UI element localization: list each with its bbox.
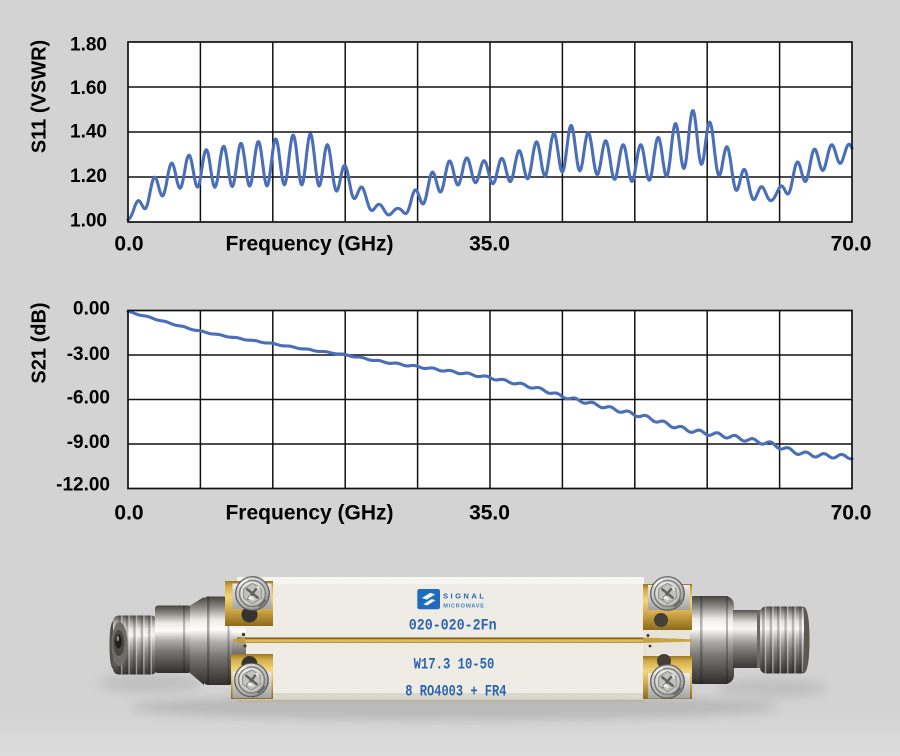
svg-text:1.20: 1.20 (70, 166, 107, 187)
svg-text:-6.00: -6.00 (67, 388, 110, 409)
svg-text:W17.3 10-50: W17.3 10-50 (414, 656, 495, 674)
svg-text:70.0: 70.0 (831, 502, 872, 525)
svg-text:70.0: 70.0 (831, 233, 872, 256)
svg-text:0.0: 0.0 (114, 233, 143, 256)
svg-text:020-020-2Fn: 020-020-2Fn (409, 617, 497, 635)
svg-text:0.0: 0.0 (114, 502, 143, 525)
svg-text:MICROWAVE: MICROWAVE (443, 603, 484, 609)
svg-text:1.60: 1.60 (70, 78, 107, 99)
svg-text:SIGNAL: SIGNAL (443, 592, 486, 601)
svg-text:1.80: 1.80 (70, 35, 107, 56)
svg-text:Frequency (GHz): Frequency (GHz) (225, 233, 393, 256)
svg-text:Frequency (GHz): Frequency (GHz) (225, 502, 393, 525)
svg-text:35.0: 35.0 (469, 233, 510, 256)
svg-text:1.40: 1.40 (70, 122, 107, 143)
svg-text:1.00: 1.00 (70, 211, 107, 232)
svg-text:-12.00: -12.00 (56, 475, 110, 496)
svg-text:-3.00: -3.00 (67, 344, 110, 365)
svg-text:-9.00: -9.00 (67, 432, 110, 453)
svg-text:S11 (VSWR): S11 (VSWR) (29, 40, 51, 153)
svg-text:0.00: 0.00 (73, 299, 110, 320)
svg-text:S21 (dB): S21 (dB) (29, 302, 51, 383)
svg-text:8 RO4003 + FR4: 8 RO4003 + FR4 (405, 683, 506, 701)
svg-text:35.0: 35.0 (469, 502, 510, 525)
